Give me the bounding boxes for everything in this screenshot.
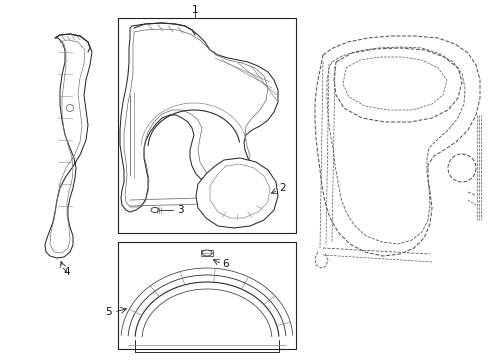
Text: 4: 4 — [63, 267, 70, 277]
Text: 1: 1 — [191, 5, 198, 15]
Text: 3: 3 — [177, 205, 183, 215]
Bar — [201, 250, 213, 256]
Polygon shape — [45, 34, 92, 258]
Text: 5: 5 — [105, 307, 112, 317]
Ellipse shape — [202, 250, 212, 256]
Ellipse shape — [151, 207, 159, 212]
Polygon shape — [120, 23, 278, 212]
Bar — [118, 242, 295, 349]
Bar — [118, 18, 295, 233]
Polygon shape — [196, 158, 278, 228]
Text: 6: 6 — [222, 259, 228, 269]
Text: 2: 2 — [279, 183, 285, 193]
